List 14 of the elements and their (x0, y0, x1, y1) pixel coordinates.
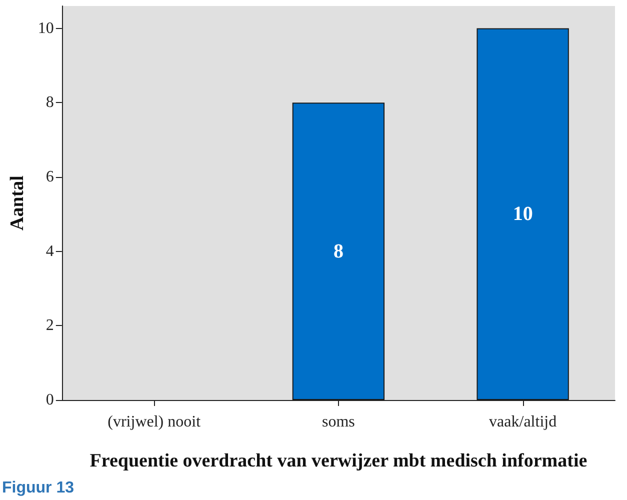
data-label: 10 (512, 203, 533, 226)
x-tick-label: soms (322, 414, 355, 430)
text: Figuur 13 (2, 480, 74, 496)
x-tick-label: (vrijwel) nooit (108, 414, 202, 430)
x-tick-label: vaak/altijd (489, 414, 557, 430)
data-label: 8 (333, 240, 344, 262)
y-tick-label: 8 (46, 94, 54, 112)
y-tick-label: 4 (46, 242, 54, 260)
y-axis-title: Aantal (7, 176, 28, 230)
y-tick-label: 6 (46, 168, 54, 186)
y-tick-label: 0 (46, 392, 54, 408)
x-axis-title: Frequentie overdracht van verwijzer mbt medisch informatie (90, 450, 588, 472)
y-tick-label: 10 (38, 20, 54, 37)
y-tick-label: 2 (46, 317, 54, 334)
